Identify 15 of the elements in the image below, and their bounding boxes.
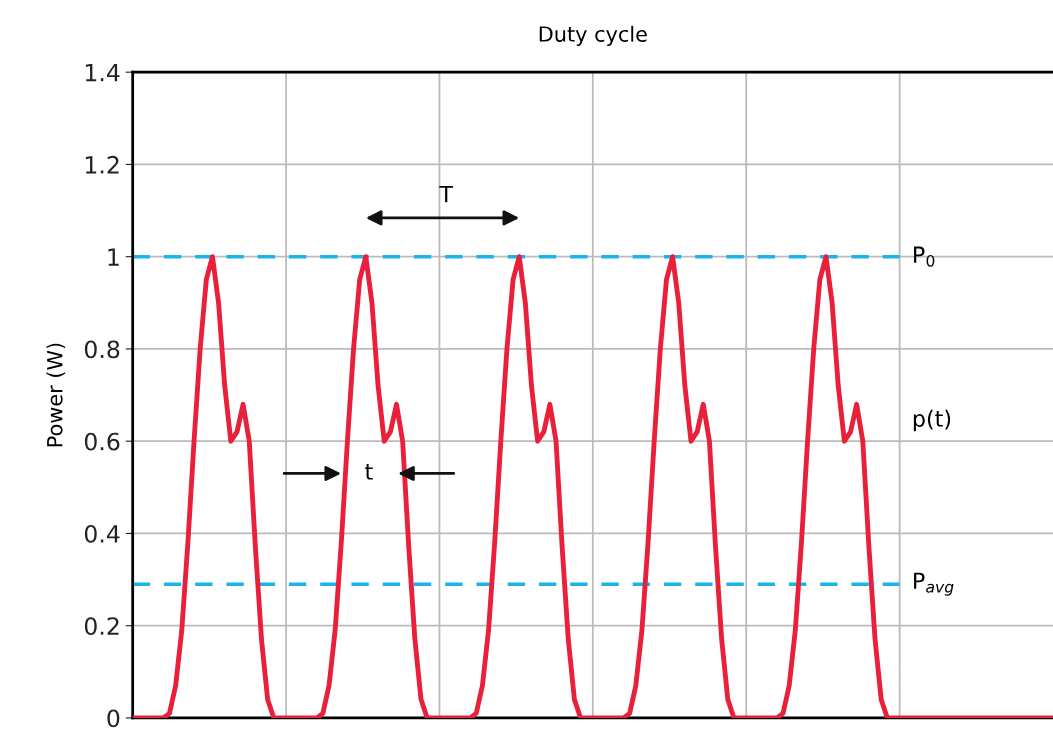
ref-line-label: P$_{avg}$: [914, 572, 954, 596]
y-tick-label: 0.6: [84, 432, 120, 451]
y-tick-label: 0.2: [84, 617, 119, 636]
y-tick-label: 0.8: [84, 340, 120, 359]
y-tick-label: 1: [108, 248, 119, 266]
chart-title: Duty cycle: [539, 25, 647, 46]
y-tick-label: 0: [107, 709, 120, 728]
y-tick-label: 0.4: [84, 524, 120, 543]
ref-line-label: P$_{0}$: [914, 246, 935, 267]
y-tick-label: 1.4: [85, 63, 120, 82]
y-axis-title: Power (W): [46, 343, 66, 447]
annotation: T: [439, 186, 454, 203]
y-tick-label: 1.2: [85, 155, 119, 174]
annotation: t: [365, 464, 373, 480]
annotation: p(t): [913, 409, 951, 432]
